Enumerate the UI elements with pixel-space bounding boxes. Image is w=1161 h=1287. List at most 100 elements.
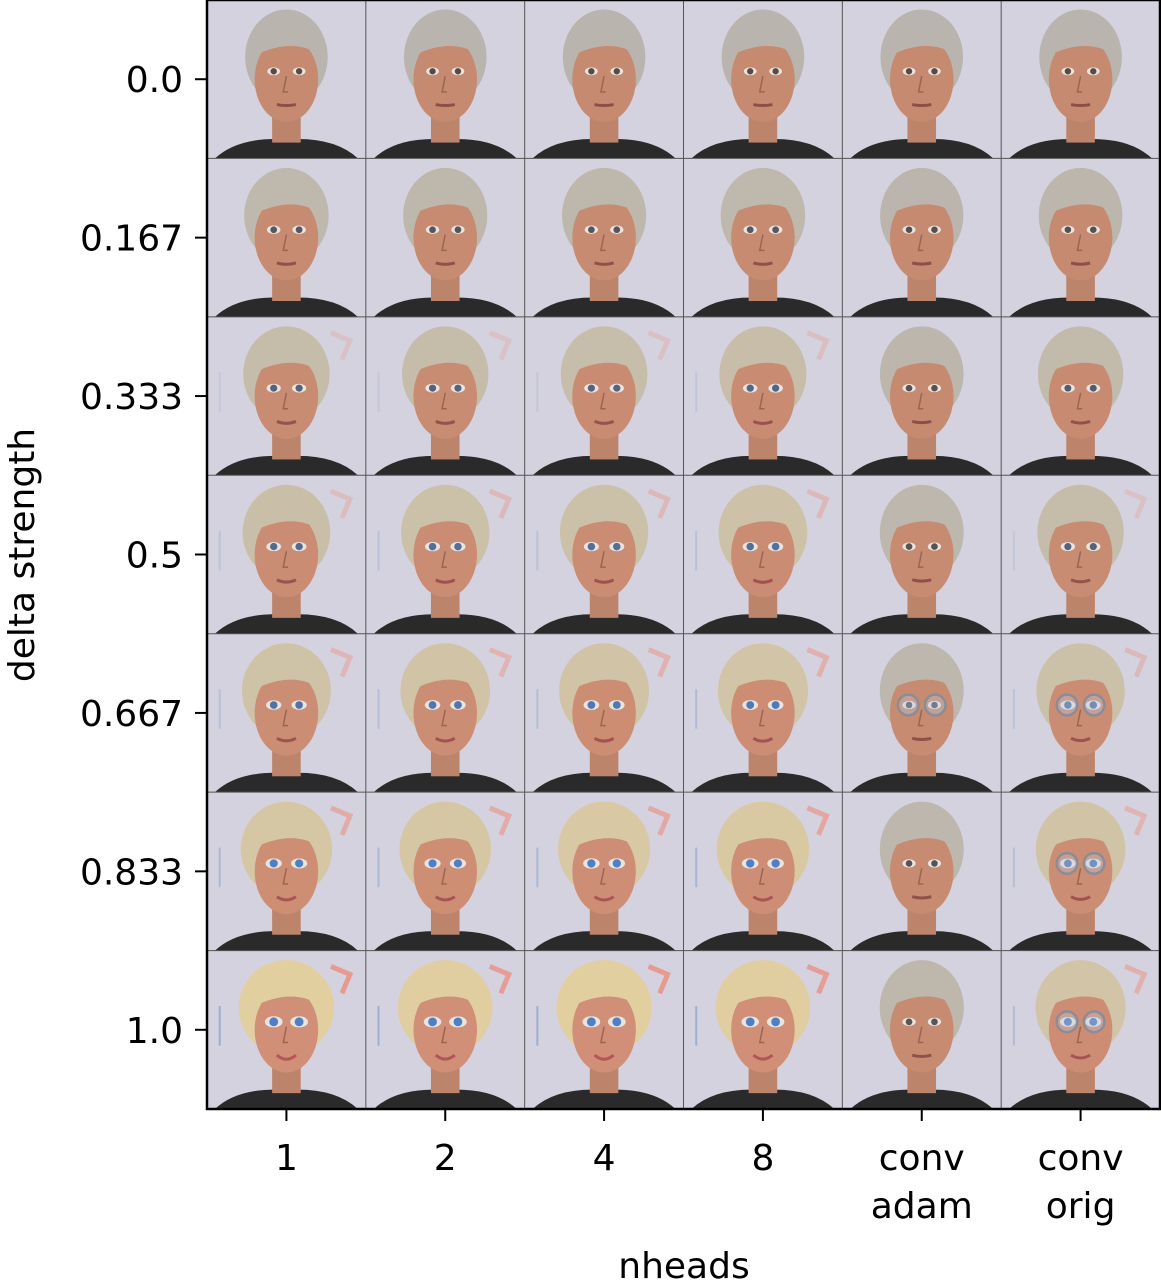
- iris: [772, 384, 780, 392]
- face-cell: [524, 475, 684, 634]
- background-artifact: [1124, 964, 1148, 995]
- iris: [931, 860, 938, 867]
- hair-fringe: [727, 810, 800, 850]
- y-tick-label: 0.5: [126, 536, 183, 577]
- nose: [599, 868, 606, 885]
- mouth: [911, 103, 932, 108]
- face-cell: [207, 792, 366, 951]
- iris: [295, 68, 303, 75]
- mouth: [1070, 578, 1091, 584]
- x-tick-label: 1: [275, 1138, 298, 1179]
- background-artifact: [806, 488, 830, 520]
- nose: [282, 1026, 289, 1044]
- mouth: [276, 736, 297, 743]
- nose: [1076, 551, 1083, 568]
- nose: [441, 868, 447, 885]
- iris: [428, 1017, 437, 1027]
- shoulders: [691, 455, 835, 476]
- mouth: [1070, 736, 1091, 743]
- face-cell: [207, 633, 366, 793]
- mouth: [911, 419, 932, 425]
- glasses-lens: [1082, 693, 1106, 717]
- nose: [758, 234, 765, 252]
- shoulders: [691, 931, 835, 951]
- iris: [931, 1018, 938, 1026]
- iris: [746, 542, 754, 551]
- nose: [758, 1026, 765, 1044]
- mouth: [434, 1053, 456, 1061]
- background-artifact: [329, 330, 354, 361]
- face-cell: [524, 633, 684, 793]
- mouth: [752, 895, 774, 902]
- hair-fringe: [886, 335, 959, 374]
- glasses-lens: [1055, 851, 1079, 876]
- iris: [1064, 701, 1072, 709]
- iris: [295, 859, 304, 868]
- x-axis-label: nheads: [618, 1246, 749, 1287]
- hair-fringe: [569, 969, 641, 1008]
- iris: [746, 384, 754, 392]
- face-cell: [842, 0, 1002, 159]
- shoulders: [850, 297, 994, 317]
- mouth: [435, 261, 456, 266]
- hair-fringe: [251, 652, 323, 691]
- shoulders: [373, 455, 517, 476]
- hair-fringe: [1045, 494, 1118, 533]
- shoulders: [1009, 772, 1153, 793]
- hair-fringe: [1045, 969, 1118, 1008]
- shoulders: [691, 1089, 835, 1109]
- hair-fringe: [410, 494, 482, 533]
- mouth: [1070, 419, 1091, 425]
- hair-fringe: [251, 335, 323, 374]
- shoulders: [532, 139, 676, 159]
- face-cell: [365, 0, 525, 159]
- background-artifact: [1124, 488, 1148, 520]
- mouth: [1070, 103, 1091, 108]
- nose: [917, 1026, 924, 1044]
- shoulders: [850, 139, 994, 159]
- background-artifact: [647, 330, 671, 361]
- iris: [295, 226, 303, 234]
- nose: [917, 709, 924, 727]
- nose: [758, 709, 765, 727]
- hair-fringe: [886, 969, 959, 1008]
- nose: [599, 1026, 606, 1044]
- iris: [613, 226, 621, 234]
- iris: [1089, 1017, 1098, 1026]
- y-tick-label: 0.667: [80, 694, 183, 735]
- face-cell: [842, 158, 1002, 317]
- iris: [454, 226, 462, 234]
- iris: [453, 859, 463, 868]
- hair-fringe: [569, 177, 641, 216]
- glasses-lens: [923, 693, 947, 717]
- face-cell: [683, 316, 843, 476]
- background-artifact: [329, 964, 354, 995]
- shoulders: [850, 1089, 994, 1109]
- iris: [931, 384, 938, 392]
- face-cell: [207, 950, 366, 1109]
- mouth: [276, 420, 297, 425]
- background-artifact: [329, 488, 354, 520]
- iris: [587, 542, 596, 551]
- y-tick-label: 0.167: [80, 219, 183, 260]
- background-artifact: [647, 647, 671, 678]
- iris: [745, 1017, 755, 1027]
- hair-fringe: [410, 335, 482, 374]
- hair-fringe: [886, 652, 959, 691]
- shoulders: [532, 455, 676, 476]
- face-cell: [683, 633, 843, 793]
- glasses-lens: [1082, 1010, 1106, 1034]
- hair-fringe: [410, 652, 482, 691]
- iris: [746, 226, 754, 234]
- background-artifact: [329, 647, 354, 678]
- hair-fringe: [569, 810, 641, 850]
- iris: [771, 701, 780, 709]
- nose: [441, 551, 447, 568]
- face-cell: [524, 158, 684, 317]
- iris: [270, 542, 278, 551]
- glasses-lens: [1055, 1010, 1079, 1034]
- shoulders: [691, 772, 835, 793]
- iris: [1064, 543, 1072, 551]
- background-artifact: [806, 647, 830, 678]
- y-ticks: 0.0 0.167 0.333 0.5 0.667 0.833 1.0: [80, 60, 207, 1052]
